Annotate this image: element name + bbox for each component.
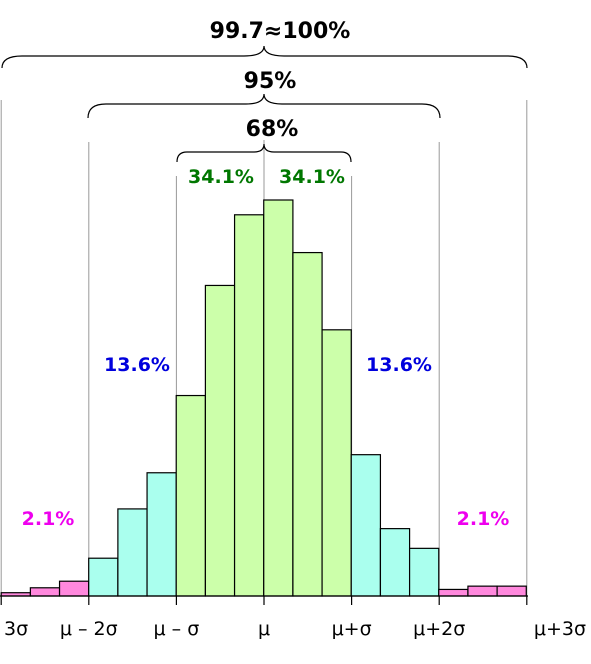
histogram-bar bbox=[88, 557, 119, 597]
histogram-bar bbox=[117, 508, 148, 597]
brace-label-99-7: 99.7≈100% bbox=[210, 19, 351, 44]
x-tick-label: μ – σ bbox=[154, 618, 200, 640]
histogram-bar bbox=[204, 284, 236, 597]
percent-label-outer-right: 2.1% bbox=[457, 508, 510, 530]
brace-label-68: 68% bbox=[246, 117, 299, 142]
histogram-bar bbox=[292, 251, 323, 597]
histogram-bar bbox=[321, 329, 352, 597]
histogram-bars bbox=[0, 199, 527, 597]
histogram-bar bbox=[379, 528, 411, 597]
percent-label-outer-left: 2.1% bbox=[22, 508, 75, 530]
percent-label-mid-left: 13.6% bbox=[104, 354, 170, 376]
histogram-bar bbox=[233, 214, 265, 597]
histogram-bar bbox=[263, 199, 294, 597]
brace-95 bbox=[87, 93, 441, 119]
x-tick-label: 3σ bbox=[4, 618, 28, 640]
x-axis-ticks: 3σ μ – 2σ μ – σ μ μ+σ μ+2σ μ+3σ bbox=[0, 596, 586, 640]
histogram-bar bbox=[29, 587, 61, 597]
histogram-bar bbox=[175, 394, 206, 597]
histogram-bar bbox=[467, 585, 498, 597]
percent-label-inner-left: 34.1% bbox=[188, 166, 254, 188]
percent-label-mid-right: 13.6% bbox=[366, 354, 432, 376]
x-tick-label: μ+σ bbox=[332, 618, 372, 640]
brace-99-7 bbox=[1, 45, 528, 69]
x-tick-label: μ+2σ bbox=[413, 618, 465, 640]
percent-label-inner-right: 34.1% bbox=[279, 166, 345, 188]
histogram-bar bbox=[58, 580, 90, 597]
brace-label-95: 95% bbox=[244, 69, 297, 94]
histogram-bar bbox=[146, 472, 177, 597]
x-tick-label: μ+3σ bbox=[534, 618, 586, 640]
braces bbox=[1, 45, 528, 163]
brace-68 bbox=[176, 143, 352, 163]
histogram-bar bbox=[438, 588, 469, 597]
x-tick-label: μ – 2σ bbox=[60, 618, 118, 640]
histogram-bar bbox=[350, 454, 382, 597]
histogram-bar bbox=[496, 585, 527, 597]
histogram-bar bbox=[408, 547, 440, 597]
x-tick-label: μ bbox=[258, 618, 270, 640]
